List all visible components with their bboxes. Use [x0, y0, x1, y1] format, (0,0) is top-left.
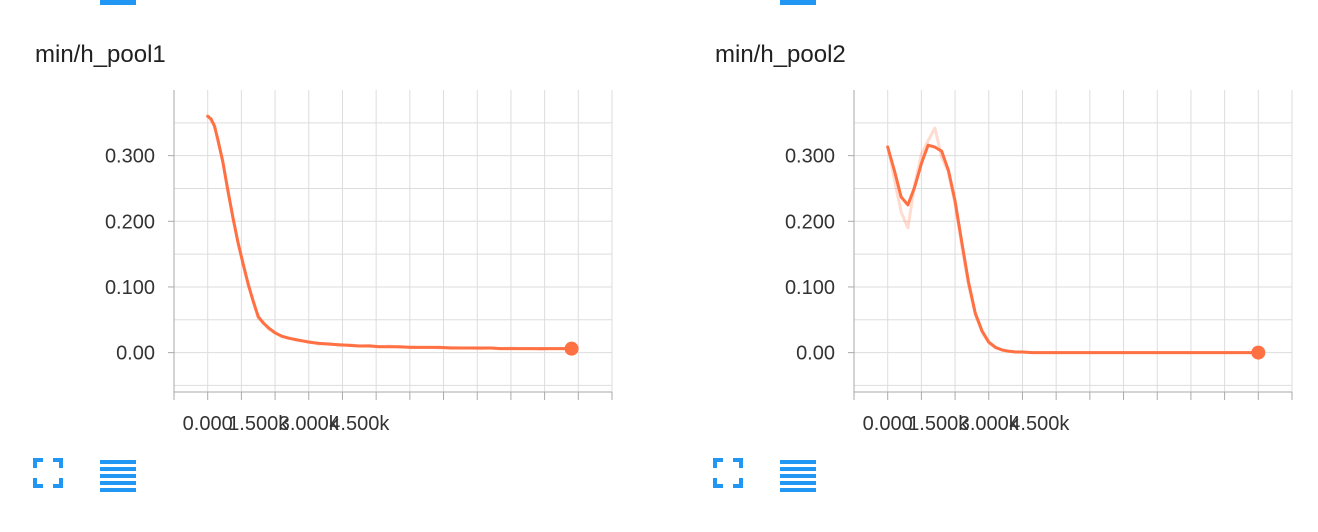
- series-line: [206, 114, 574, 351]
- list-icon: [100, 460, 136, 492]
- series-line: [886, 143, 1260, 355]
- last-point-marker: [1251, 345, 1266, 360]
- fullscreen-icon: [33, 458, 63, 488]
- chart-plot: 0.00 0.100 0.200 0.300 0.0001.500k3.000k4.50…: [105, 90, 613, 435]
- x-tick-label: 3.000k: [279, 413, 340, 435]
- x-tick-label: 1.500k: [228, 413, 289, 435]
- y-tick-label: 0.00: [116, 343, 155, 365]
- x-tick-label: 0.000: [863, 413, 913, 435]
- y-tick-label: 0.300: [105, 146, 155, 168]
- top-icon-right[interactable]: [780, 0, 816, 5]
- x-tick-label: 4.500k: [1009, 413, 1070, 435]
- series-raw-line: [886, 126, 1259, 355]
- x-tick-label: 4.500k: [329, 413, 390, 435]
- chart-card-h-pool1: min/h_pool1 0.00 0.100 0.200 0.300 0.000 1.50…: [0, 0, 640, 532]
- fullscreen-button[interactable]: [33, 458, 63, 493]
- y-tick-label: 0.200: [785, 211, 835, 233]
- y-tick-label: 0.00: [796, 343, 835, 365]
- data-table-button[interactable]: [100, 458, 136, 497]
- chart-card-h-pool2: min/h_pool2 0.00 0.100 0.200 0.300 0.000 1.50…: [680, 0, 1318, 532]
- chart-title: min/h_pool1: [35, 41, 166, 68]
- chart-plot: 0.00 0.100 0.200 0.300 0.0001.500k3.000k4.50…: [785, 90, 1293, 435]
- x-tick-label: 3.000k: [959, 413, 1020, 435]
- y-tick-label: 0.300: [785, 146, 835, 168]
- last-point-marker: [564, 341, 579, 356]
- fullscreen-icon: [713, 458, 743, 488]
- chart-title: min/h_pool2: [715, 41, 846, 68]
- top-icon-left[interactable]: [100, 0, 136, 5]
- x-tick-label: 0.000: [183, 413, 233, 435]
- series-raw-line: [206, 114, 572, 351]
- fullscreen-button[interactable]: [713, 458, 743, 493]
- y-tick-label: 0.100: [785, 277, 835, 299]
- y-tick-label: 0.100: [105, 277, 155, 299]
- y-tick-label: 0.200: [105, 211, 155, 233]
- list-icon: [780, 460, 816, 492]
- data-table-button[interactable]: [780, 458, 816, 497]
- x-tick-label: 1.500k: [908, 413, 969, 435]
